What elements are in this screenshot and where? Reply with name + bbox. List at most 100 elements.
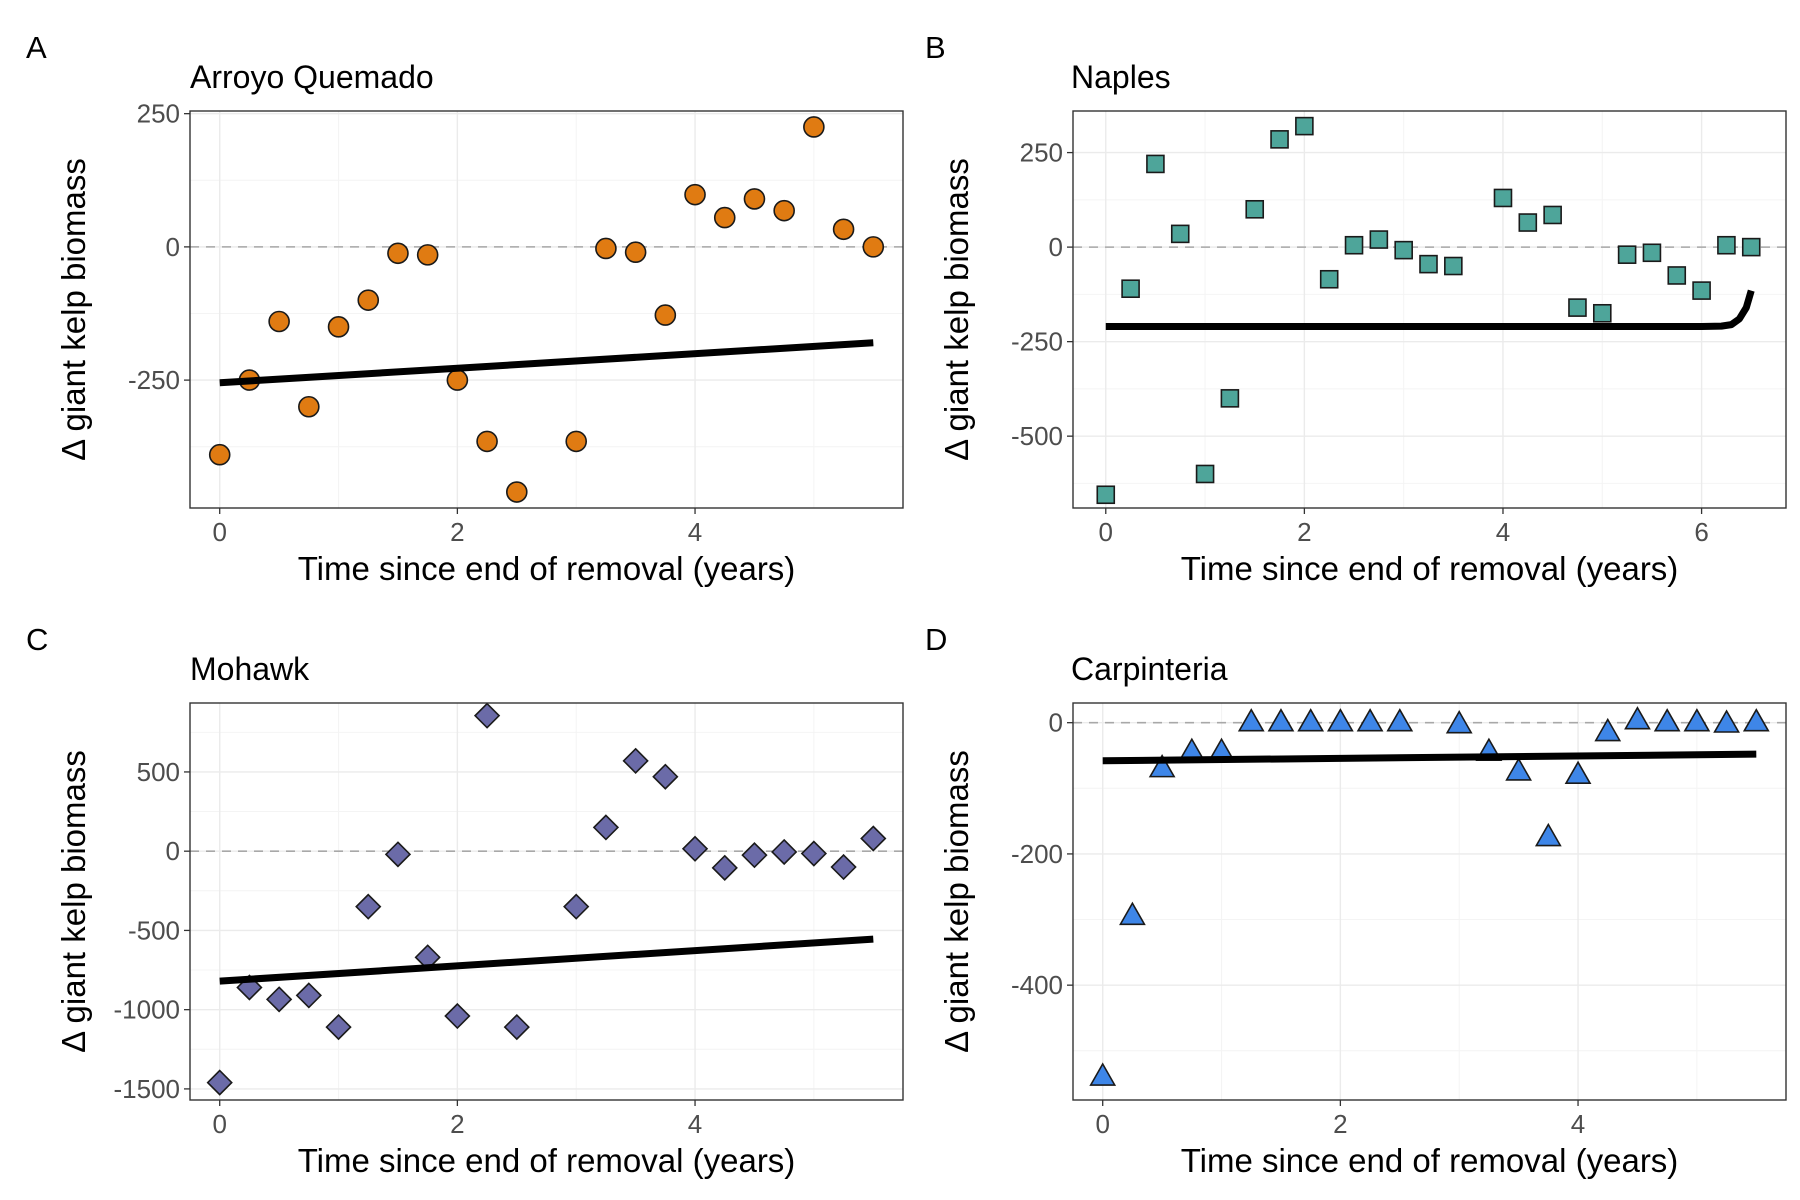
data-point <box>446 369 469 391</box>
panel-letter-d: D <box>925 622 947 657</box>
y-tick-label: 250 <box>137 99 180 129</box>
panel-d: D Carpinteria 0 2 4 -400 -200 0 Time since end… <box>925 622 1787 1179</box>
plot-border <box>189 110 904 509</box>
x-axis-title: Time since end of removal (years) <box>1181 1142 1679 1179</box>
data-point <box>1667 266 1687 285</box>
data-point <box>1742 708 1770 732</box>
panel-letter-b: B <box>925 30 946 65</box>
data-point <box>1121 279 1140 299</box>
data-point <box>1369 230 1389 249</box>
y-tick-label: 0 <box>1049 708 1063 738</box>
y-tick-label: -250 <box>1011 327 1063 357</box>
x-axis-title: Time since end of removal (years) <box>298 1142 796 1179</box>
data-point <box>592 814 620 841</box>
x-tick-label: 2 <box>1297 517 1311 547</box>
data-point <box>622 747 649 774</box>
panel-letter-c: C <box>26 622 48 657</box>
data-point <box>862 236 885 258</box>
data-point <box>327 316 350 338</box>
data-point <box>1270 130 1289 149</box>
panel-title-c: Mohawk <box>190 651 310 687</box>
data-point <box>1326 708 1354 732</box>
data-point <box>565 430 588 453</box>
plot-border <box>1072 702 1787 1101</box>
data-point <box>268 310 290 333</box>
x-tick-label: 0 <box>1095 1109 1109 1139</box>
data-point <box>1534 822 1562 847</box>
data-point <box>416 244 439 266</box>
fit-line <box>219 339 874 387</box>
x-tick-label: 2 <box>450 517 464 547</box>
data-point <box>800 840 828 867</box>
data-point <box>860 825 887 852</box>
data-point <box>1237 708 1265 732</box>
fit-line <box>1105 289 1755 331</box>
data-point <box>654 304 677 326</box>
x-tick-label: 0 <box>1099 517 1113 547</box>
data-point <box>1717 235 1736 255</box>
x-tick-label: 4 <box>1496 517 1510 547</box>
y-axis-title: Δ giant kelp biomass <box>938 750 975 1053</box>
data-point <box>1356 708 1384 732</box>
y-tick-label: -500 <box>1011 421 1063 451</box>
data-point <box>624 241 647 264</box>
data-point <box>1146 154 1165 174</box>
y-tick-label: -400 <box>1011 970 1063 1000</box>
data-point <box>1220 389 1240 408</box>
y-tick-label: 500 <box>137 757 180 787</box>
data-point <box>1594 717 1622 742</box>
plot-area-a: 0 2 4 -250 0 250 Time since end of removal (ye… <box>55 99 904 587</box>
data-point <box>1089 1062 1117 1086</box>
x-tick-label: 0 <box>212 517 226 547</box>
panel-a: A Arroyo Quemado 0 2 4 -250 0 250 Time since e… <box>26 30 904 587</box>
y-tick-label: 0 <box>166 836 180 866</box>
panel-title-d: Carpinteria <box>1071 651 1228 687</box>
data-point <box>595 237 617 260</box>
x-tick-label: 2 <box>1333 1109 1347 1139</box>
data-point <box>1592 303 1612 323</box>
x-axis-title: Time since end of removal (years) <box>1181 550 1679 587</box>
data-point <box>1741 237 1761 257</box>
plot-border <box>1072 110 1787 509</box>
plot-area-d: 0 2 4 -400 -200 0 Time since end of removal (y… <box>938 702 1787 1179</box>
data-point <box>1119 901 1146 926</box>
data-point <box>681 835 709 862</box>
x-tick-label: 0 <box>212 1109 226 1139</box>
data-point <box>325 1013 352 1041</box>
data-point <box>1444 256 1463 276</box>
data-point <box>803 116 825 138</box>
panel-letter-a: A <box>26 30 47 65</box>
data-point <box>1493 188 1513 208</box>
data-point <box>830 853 857 881</box>
data-point <box>1096 485 1116 505</box>
y-tick-label: 0 <box>166 232 180 262</box>
y-tick-label: -1000 <box>114 995 181 1025</box>
panel-title-a: Arroyo Quemado <box>190 59 434 95</box>
data-point <box>832 218 855 241</box>
data-point <box>206 1069 233 1096</box>
y-tick-label: -200 <box>1011 839 1063 869</box>
data-point <box>1267 708 1295 732</box>
data-point <box>208 443 231 466</box>
y-tick-label: -250 <box>128 365 180 395</box>
panel-b: B Naples 0 2 4 6 -500 -250 0 250 Time since end … <box>925 30 1787 587</box>
y-axis-title: Δ giant kelp biomass <box>938 158 975 461</box>
data-point <box>652 763 679 790</box>
data-point <box>741 842 768 869</box>
data-point <box>711 854 738 881</box>
data-point <box>298 395 320 418</box>
y-tick-label: 250 <box>1020 138 1063 168</box>
fit-line <box>1102 750 1757 765</box>
data-point <box>1245 200 1265 219</box>
data-point <box>355 893 382 920</box>
x-tick-label: 4 <box>1571 1109 1585 1139</box>
y-axis-title: Δ giant kelp biomass <box>55 750 92 1053</box>
data-point <box>295 982 322 1009</box>
panel-title-b: Naples <box>1071 59 1171 95</box>
data-point <box>1505 757 1533 781</box>
x-tick-label: 4 <box>688 1109 702 1139</box>
data-point <box>1564 760 1592 784</box>
data-point <box>1617 245 1637 264</box>
y-tick-label: 0 <box>1049 232 1063 262</box>
